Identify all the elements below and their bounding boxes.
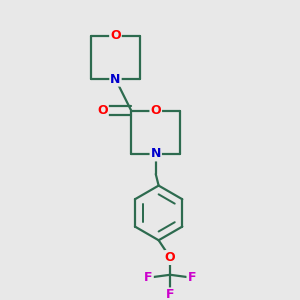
Text: F: F	[166, 288, 174, 300]
Text: F: F	[144, 271, 153, 284]
Text: O: O	[110, 29, 121, 43]
Text: O: O	[97, 104, 108, 117]
Text: F: F	[188, 271, 196, 284]
Text: N: N	[151, 147, 161, 161]
Text: O: O	[165, 251, 176, 264]
Text: O: O	[150, 104, 161, 117]
Text: N: N	[110, 73, 121, 85]
